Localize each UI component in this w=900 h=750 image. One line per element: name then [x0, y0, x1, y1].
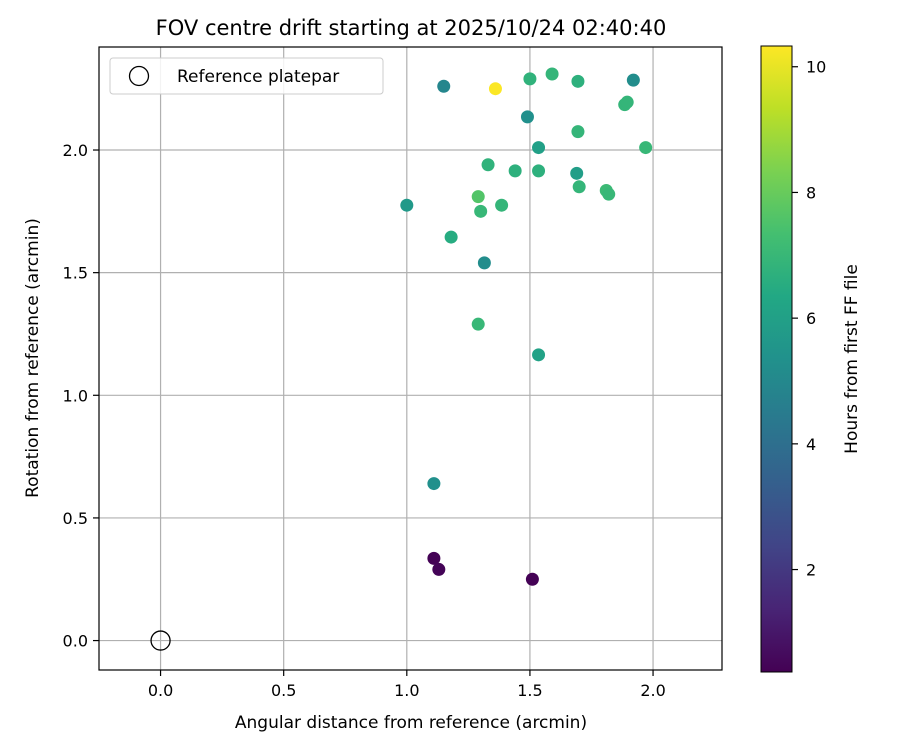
x-tick-label: 0.0 — [148, 681, 173, 700]
legend-marker-open-circle — [128, 65, 150, 87]
x-tick-label: 1.5 — [517, 681, 542, 700]
data-point — [572, 180, 586, 194]
reference-platepar-marker — [150, 630, 171, 651]
colorbar-tick-label: 6 — [806, 309, 816, 328]
data-point — [523, 72, 537, 86]
colorbar-tick-label: 2 — [806, 561, 816, 580]
data-point — [532, 348, 546, 362]
data-point — [545, 67, 559, 81]
x-axis-ticks: 0.0 0.5 1.0 1.5 2.0 — [148, 670, 666, 700]
grid-lines — [99, 47, 722, 670]
data-point — [444, 230, 458, 244]
data-point — [437, 79, 451, 93]
data-point — [474, 204, 488, 218]
data-point — [427, 551, 441, 565]
data-point — [571, 74, 585, 88]
data-point — [620, 95, 634, 109]
chart-title: FOV centre drift starting at 2025/10/24 … — [156, 16, 667, 40]
data-point — [602, 187, 616, 201]
data-point — [532, 141, 546, 155]
colorbar-gradient — [760, 45, 793, 673]
legend: Reference platepar — [109, 57, 384, 95]
x-axis-label: Angular distance from reference (arcmin) — [235, 713, 587, 733]
colorbar-label: Hours from first FF file — [842, 264, 862, 454]
plot-frame — [98, 46, 723, 671]
colorbar-ticks: 2 4 6 8 10 — [792, 58, 826, 580]
y-tick-label: 0.0 — [63, 632, 88, 651]
y-tick-label: 1.5 — [63, 264, 88, 283]
data-point — [427, 477, 441, 491]
y-axis-label: Rotation from reference (arcmin) — [23, 218, 43, 498]
data-point — [520, 110, 534, 124]
data-point — [525, 572, 539, 586]
data-point — [400, 198, 414, 212]
data-point — [471, 317, 485, 331]
data-point — [626, 73, 640, 87]
y-tick-label: 2.0 — [63, 141, 88, 160]
x-tick-label: 1.0 — [394, 681, 419, 700]
colorbar-tick-label: 10 — [806, 58, 826, 77]
data-point — [508, 164, 522, 178]
data-point — [432, 562, 446, 576]
data-point — [570, 166, 584, 180]
legend-box — [109, 57, 384, 95]
x-tick-label: 2.0 — [640, 681, 665, 700]
legend-label-reference-platepar: Reference platepar — [177, 67, 339, 87]
data-point — [495, 198, 509, 212]
data-point — [639, 141, 653, 155]
data-point — [481, 158, 495, 172]
reference-marker-group — [150, 630, 171, 651]
data-points — [400, 67, 653, 586]
colorbar: 2 4 6 8 10 Hours from first FF file — [760, 45, 862, 673]
colorbar-tick-label: 4 — [806, 435, 816, 454]
y-axis-ticks: 0.0 0.5 1.0 1.5 2.0 — [63, 141, 99, 651]
x-tick-label: 0.5 — [271, 681, 296, 700]
data-point — [571, 125, 585, 139]
data-point — [477, 256, 491, 270]
y-tick-label: 0.5 — [63, 509, 88, 528]
colorbar-tick-label: 8 — [806, 183, 816, 202]
data-point — [471, 190, 485, 204]
data-point — [532, 164, 546, 178]
data-point — [488, 82, 502, 96]
y-tick-label: 1.0 — [63, 386, 88, 405]
